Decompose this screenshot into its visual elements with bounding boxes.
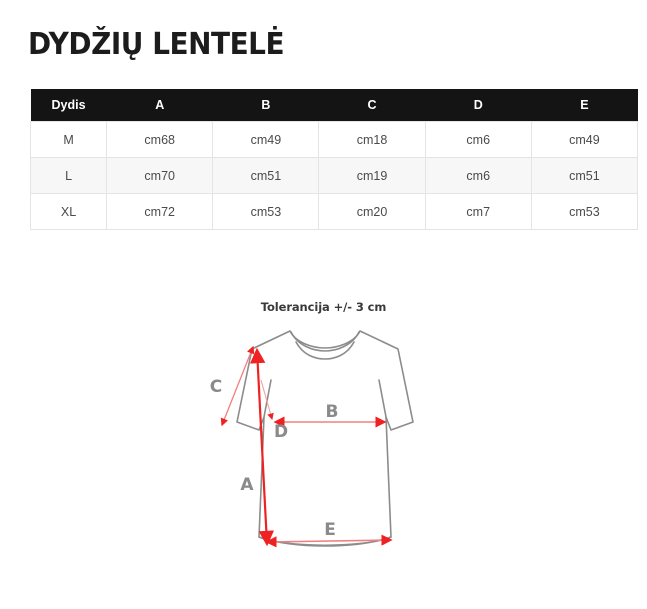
cell-a: cm70 <box>106 157 214 194</box>
cell-d: cm7 <box>424 193 532 230</box>
arrow-d <box>260 379 274 421</box>
cell-b: cm51 <box>212 157 320 194</box>
table-row: XL cm72 cm53 cm20 cm7 cm53 <box>29 193 639 230</box>
tshirt-diagram-svg: C A D B E <box>210 330 414 548</box>
cell-c: cm19 <box>318 157 426 194</box>
cell-a: cm72 <box>106 193 214 230</box>
cell-b: cm49 <box>212 121 320 158</box>
table-row: M cm68 cm49 cm18 cm6 cm49 <box>29 121 639 158</box>
dim-label-a: A <box>240 475 254 495</box>
cell-e: cm51 <box>530 157 639 194</box>
tshirt-outline <box>236 330 414 547</box>
cell-size: M <box>29 121 108 158</box>
column-header-a: A <box>106 89 213 122</box>
column-header-b: B <box>212 89 319 122</box>
tolerance-note: Tolerancija +/- 3 cm <box>260 300 387 314</box>
cell-d: cm6 <box>424 121 532 158</box>
cell-c: cm18 <box>318 121 426 158</box>
dim-label-b: B <box>326 402 339 422</box>
cell-size: XL <box>29 193 108 230</box>
table-header-row: Dydis A B C D E <box>30 89 638 122</box>
arrow-a <box>249 347 275 547</box>
cell-d: cm6 <box>424 157 532 194</box>
dim-label-d: D <box>274 422 288 442</box>
cell-b: cm53 <box>212 193 320 230</box>
cell-e: cm49 <box>530 121 639 158</box>
arrow-e <box>265 534 393 548</box>
arrow-c <box>220 345 255 427</box>
measurement-diagram: Tolerancija +/- 3 cm <box>0 282 647 602</box>
page-title: DYDŽIŲ LENTELĖ <box>28 27 285 62</box>
cell-a: cm68 <box>106 121 214 158</box>
column-header-e: E <box>531 89 638 122</box>
dim-label-c: C <box>210 377 222 397</box>
column-header-size: Dydis <box>30 89 107 122</box>
cell-c: cm20 <box>318 193 426 230</box>
table-row: L cm70 cm51 cm19 cm6 cm51 <box>29 157 639 194</box>
cell-e: cm53 <box>530 193 639 230</box>
column-header-c: C <box>318 89 426 122</box>
dim-label-e: E <box>324 520 336 540</box>
size-chart-table: Dydis A B C D E M cm68 cm49 cm18 cm6 cm4… <box>29 89 639 230</box>
cell-size: L <box>29 157 108 194</box>
column-header-d: D <box>425 89 532 122</box>
measurement-arrows <box>220 345 393 548</box>
